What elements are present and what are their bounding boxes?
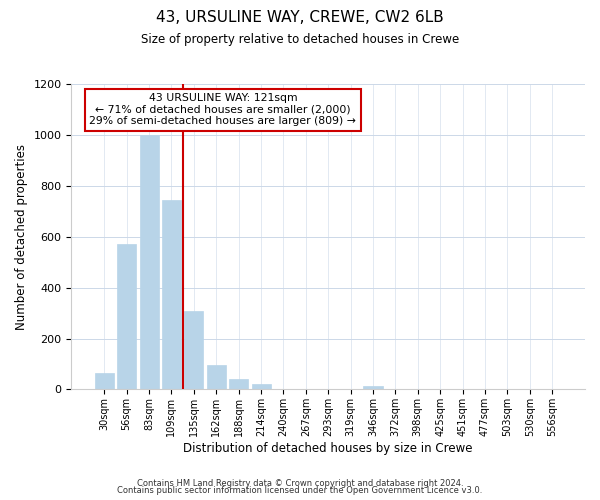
Bar <box>140 135 158 390</box>
Bar <box>364 386 383 390</box>
Bar <box>162 200 181 390</box>
Text: 43, URSULINE WAY, CREWE, CW2 6LB: 43, URSULINE WAY, CREWE, CW2 6LB <box>156 10 444 25</box>
Text: Contains public sector information licensed under the Open Government Licence v3: Contains public sector information licen… <box>118 486 482 495</box>
Text: 43 URSULINE WAY: 121sqm
← 71% of detached houses are smaller (2,000)
29% of semi: 43 URSULINE WAY: 121sqm ← 71% of detache… <box>89 93 356 126</box>
Text: Size of property relative to detached houses in Crewe: Size of property relative to detached ho… <box>141 32 459 46</box>
Text: Contains HM Land Registry data © Crown copyright and database right 2024.: Contains HM Land Registry data © Crown c… <box>137 478 463 488</box>
Bar <box>95 373 114 390</box>
Bar <box>229 379 248 390</box>
Y-axis label: Number of detached properties: Number of detached properties <box>15 144 28 330</box>
Bar <box>207 366 226 390</box>
Bar <box>251 384 271 390</box>
X-axis label: Distribution of detached houses by size in Crewe: Distribution of detached houses by size … <box>184 442 473 455</box>
Bar <box>184 310 203 390</box>
Bar <box>117 244 136 390</box>
